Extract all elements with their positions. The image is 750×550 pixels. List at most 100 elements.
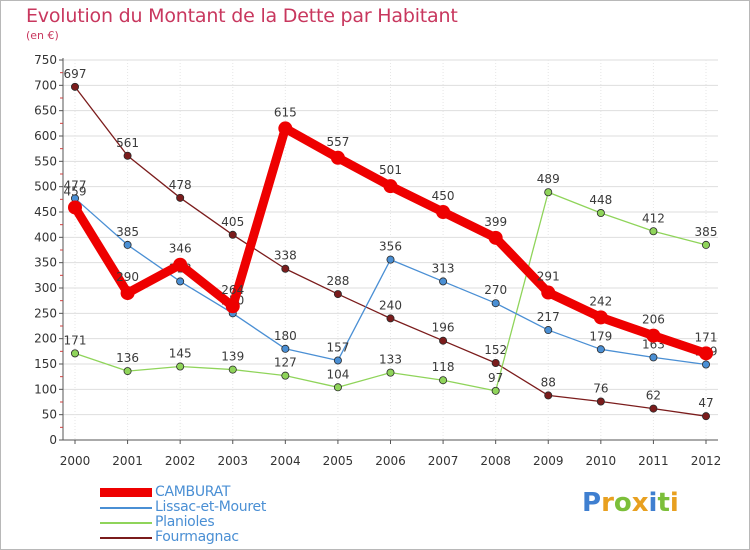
data-label: 76 [593, 381, 608, 395]
data-point [541, 285, 556, 300]
proxiti-logo: Proxiti [582, 488, 679, 518]
y-tick-label: 350 [34, 256, 57, 270]
data-label: 501 [379, 163, 402, 177]
legend-swatch [100, 507, 152, 509]
y-tick-label: 400 [34, 230, 57, 244]
data-point [333, 356, 342, 365]
data-point [383, 179, 398, 194]
line-chart: 0 50 100 150 200 250 300 350 400 450 500 550 600 650 7… [34, 53, 722, 468]
data-label: 385 [116, 225, 139, 239]
legend-label: CAMBURAT [155, 484, 231, 500]
x-tick-label: 2005 [323, 454, 354, 468]
data-point [596, 209, 605, 218]
data-point [593, 310, 608, 325]
data-label: 127 [274, 356, 297, 370]
data-point [123, 240, 132, 249]
legend-label: Fourmagnac [155, 529, 239, 545]
x-tick-label: 2001 [112, 454, 143, 468]
chart-legend: CAMBURAT Lissac-et-Mouret Planioles Fourmag… [100, 484, 360, 545]
legend-swatch [100, 522, 152, 524]
data-label: 136 [116, 351, 139, 365]
x-tick-label: 2009 [533, 454, 564, 468]
data-point [491, 299, 500, 308]
data-point [173, 257, 188, 272]
data-label: 179 [589, 329, 612, 343]
data-point [649, 353, 658, 362]
data-label: 139 [221, 350, 244, 364]
data-point [596, 397, 605, 406]
x-tick-label: 2012 [691, 454, 722, 468]
x-tick-label: 2003 [217, 454, 248, 468]
data-label: 615 [274, 105, 297, 119]
data-point [225, 299, 240, 314]
data-point [176, 193, 185, 202]
data-label: 242 [589, 294, 612, 308]
data-point [646, 328, 661, 343]
data-label: 459 [64, 184, 87, 198]
legend-item-camburat: CAMBURAT [100, 484, 360, 500]
data-point [544, 326, 553, 335]
data-point [333, 290, 342, 299]
data-point [649, 227, 658, 236]
legend-item-planioles: Planioles [100, 514, 360, 530]
data-point [278, 121, 293, 136]
data-point [439, 277, 448, 286]
y-tick-label: 150 [34, 357, 57, 371]
data-point [330, 150, 345, 165]
data-label: 478 [169, 178, 192, 192]
logo-letter: i [648, 488, 658, 518]
data-label: 697 [64, 67, 87, 81]
x-tick-label: 2000 [60, 454, 91, 468]
data-label: 157 [326, 340, 349, 354]
data-label: 412 [642, 211, 665, 225]
logo-letter: t [657, 488, 670, 518]
data-point [596, 345, 605, 354]
data-point [123, 151, 132, 160]
data-point [491, 358, 500, 367]
data-label: 270 [484, 283, 507, 297]
data-point [281, 344, 290, 353]
y-tick-label: 700 [34, 78, 57, 92]
data-label: 557 [326, 135, 349, 149]
data-point [386, 255, 395, 264]
data-label: 97 [488, 371, 503, 385]
logo-letter: i [669, 488, 679, 518]
data-label: 264 [221, 283, 244, 297]
y-tick-label: 250 [34, 306, 57, 320]
y-tick-label: 600 [34, 129, 57, 143]
data-label: 133 [379, 353, 402, 367]
data-label: 405 [221, 215, 244, 229]
data-point [228, 230, 237, 239]
data-label: 313 [432, 261, 455, 275]
data-point [544, 391, 553, 400]
logo-letter: x [631, 488, 649, 518]
data-point [386, 314, 395, 323]
x-tick-label: 2002 [165, 454, 196, 468]
data-label: 290 [116, 270, 139, 284]
series-planioles: 171 136 145 139 127 104 133 118 97 489 448 412 385 [64, 172, 718, 395]
y-tick-label: 200 [34, 332, 57, 346]
data-point [649, 404, 658, 413]
y-tick-label: 50 [42, 408, 57, 422]
y-tick-label: 100 [34, 382, 57, 396]
data-label: 385 [695, 225, 718, 239]
series-fourmagnac: 697 561 478 405 338 288 240 196 152 88 76 62 47 [64, 67, 714, 421]
legend-label: Lissac-et-Mouret [155, 499, 267, 515]
legend-swatch [100, 488, 152, 497]
chart-subtitle: (en €) [26, 29, 59, 42]
y-tick-label: 750 [34, 53, 57, 67]
data-label: 145 [169, 347, 192, 361]
x-tick-label: 2004 [270, 454, 301, 468]
data-point [123, 367, 132, 376]
logo-letter: P [582, 488, 602, 518]
x-tick-label: 2006 [375, 454, 406, 468]
data-label: 180 [274, 329, 297, 343]
y-tick-label: 550 [34, 154, 57, 168]
data-label: 217 [537, 310, 560, 324]
data-label: 104 [326, 367, 349, 381]
y-tick-label: 450 [34, 205, 57, 219]
data-label: 196 [432, 321, 455, 335]
data-label: 489 [537, 172, 560, 186]
legend-item-lissac-et-mouret: Lissac-et-Mouret [100, 499, 360, 515]
data-point [702, 240, 711, 249]
